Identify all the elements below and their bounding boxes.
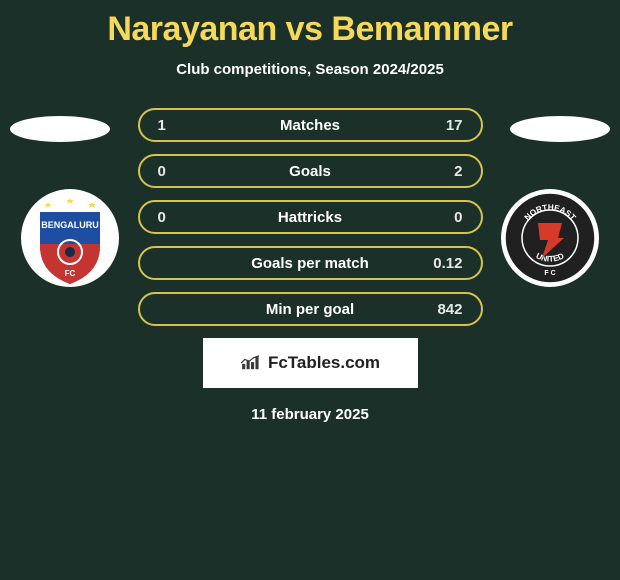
stat-label: Matches (198, 117, 423, 134)
stat-list: 1 Matches 17 0 Goals 2 0 Hattricks 0 Goa… (138, 108, 483, 326)
stat-row: Min per goal 842 (138, 292, 483, 326)
attribution-text: FcTables.com (268, 353, 380, 373)
club-badge-left: BENGALURU FC (20, 188, 120, 288)
flag-right (510, 116, 610, 142)
stat-right-value: 2 (423, 163, 463, 180)
bengaluru-badge-icon: BENGALURU FC (20, 188, 120, 288)
attribution-box: FcTables.com (203, 338, 418, 388)
stat-right-value: 0.12 (423, 255, 463, 272)
stat-label: Goals (198, 163, 423, 180)
stat-right-value: 17 (423, 117, 463, 134)
northeast-badge-icon: NORTHEAST UNITED F C (500, 188, 600, 288)
page-title: Narayanan vs Bemammer (0, 0, 620, 49)
stat-left-value: 0 (158, 209, 198, 226)
subtitle: Club competitions, Season 2024/2025 (0, 61, 620, 78)
stat-label: Goals per match (198, 255, 423, 272)
stat-label: Hattricks (198, 209, 423, 226)
stat-label: Min per goal (198, 301, 423, 318)
stat-row: 0 Goals 2 (138, 154, 483, 188)
date-text: 11 february 2025 (0, 406, 620, 423)
club-badge-right: NORTHEAST UNITED F C (500, 188, 600, 288)
stat-right-value: 0 (423, 209, 463, 226)
bar-chart-icon (240, 355, 262, 371)
badge-text-left: BENGALURU (41, 220, 99, 230)
stat-row: 1 Matches 17 (138, 108, 483, 142)
stat-row: 0 Hattricks 0 (138, 200, 483, 234)
svg-text:F C: F C (544, 270, 555, 277)
stat-row: Goals per match 0.12 (138, 246, 483, 280)
stat-right-value: 842 (423, 301, 463, 318)
svg-text:FC: FC (65, 269, 76, 278)
stat-left-value: 1 (158, 117, 198, 134)
flag-left (10, 116, 110, 142)
comparison-panel: BENGALURU FC NORTHEAST UNITED F C 1 (0, 108, 620, 423)
stat-left-value: 0 (158, 163, 198, 180)
